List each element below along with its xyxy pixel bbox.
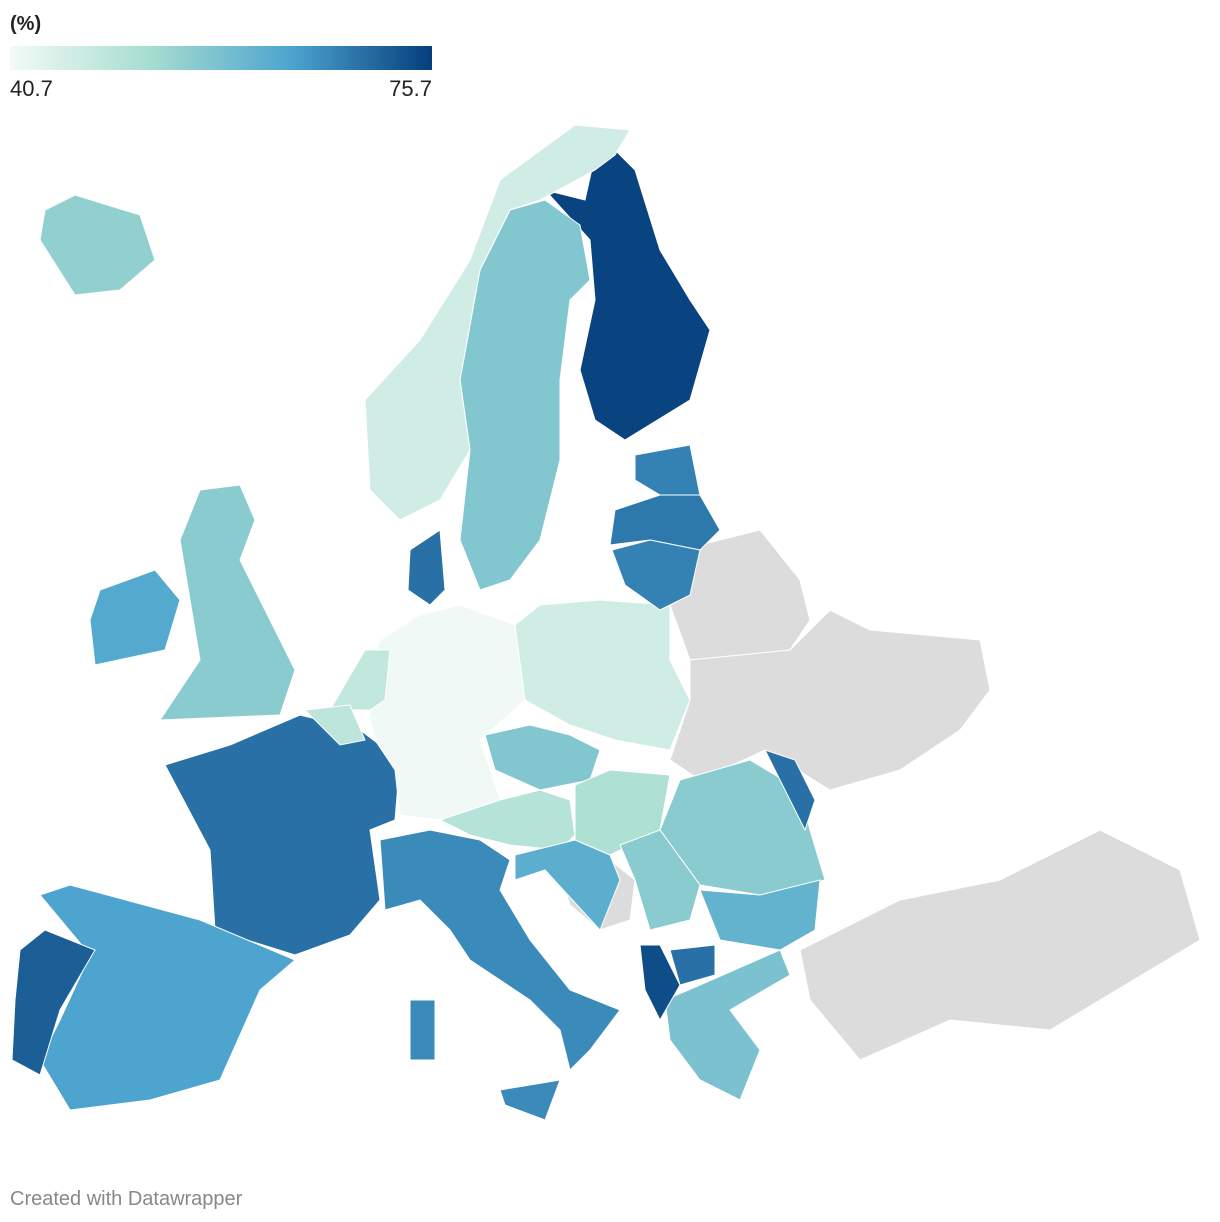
region: [407, 529, 446, 606]
region: [11, 929, 96, 1076]
region: [159, 484, 296, 721]
region: [379, 829, 621, 1071]
no-data-region: [799, 829, 1201, 1061]
no-data-regions: [559, 529, 1201, 1061]
region: [514, 599, 691, 751]
region: [619, 829, 701, 931]
regions: [11, 124, 826, 1121]
legend-gradient: [10, 46, 432, 70]
region: [634, 444, 701, 496]
region: [89, 569, 181, 666]
region: [764, 749, 816, 832]
no-data-region: [669, 609, 991, 791]
region: [364, 124, 631, 521]
region: [699, 879, 821, 951]
region: [609, 494, 721, 551]
region: [669, 944, 716, 986]
region: [303, 704, 366, 746]
region: [611, 539, 701, 611]
no-data-region: [669, 529, 811, 661]
region: [499, 1079, 561, 1121]
region: [639, 944, 681, 1022]
credit: Created with Datawrapper: [10, 1188, 243, 1210]
region: [39, 194, 156, 296]
region: [329, 649, 391, 711]
region: [664, 949, 791, 1101]
region: [409, 999, 436, 1061]
region: [39, 884, 296, 1111]
legend-max: 75.7: [389, 76, 432, 101]
legend-min: 40.7: [10, 76, 53, 101]
region: [484, 724, 601, 791]
region: [543, 149, 711, 441]
region: [514, 839, 621, 931]
legend-title: (%): [10, 13, 41, 35]
region: [164, 714, 401, 956]
